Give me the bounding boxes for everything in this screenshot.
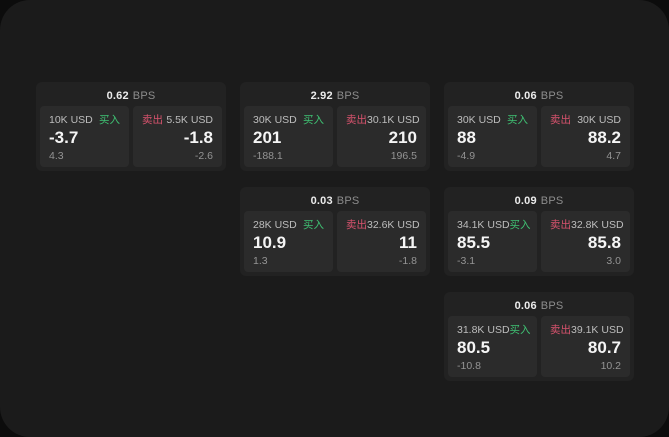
buy-amount: 10K USD [49, 113, 93, 126]
sell-delta: 10.2 [600, 360, 621, 372]
buy-tile[interactable]: 30K USD 买入 88 -4.9 [448, 106, 537, 167]
bps-value: 0.03 [310, 195, 333, 207]
buy-label: 买入 [99, 114, 120, 126]
buy-tile[interactable]: 10K USD 买入 -3.7 4.3 [40, 106, 129, 167]
bps-unit-label: BPS [540, 90, 564, 102]
buy-price: 80.5 [457, 338, 491, 358]
bps-header: 2.92 BPS [244, 86, 426, 106]
bps-unit-label: BPS [540, 195, 564, 207]
buy-price: 201 [253, 128, 282, 148]
sell-delta: 196.5 [390, 150, 417, 162]
buy-price: 85.5 [457, 233, 491, 253]
quote-tiles: 30K USD 买入 88 -4.9 卖出 30K USD 88.2 4.7 [448, 106, 630, 167]
quote-tiles: 30K USD 买入 201 -188.1 卖出 30.1K USD 210 1… [244, 106, 426, 167]
sell-tile[interactable]: 卖出 32.6K USD 11 -1.8 [337, 211, 426, 272]
sell-label: 卖出 [550, 114, 571, 126]
sell-label: 卖出 [142, 114, 163, 126]
buy-amount: 30K USD [457, 113, 501, 126]
spread-card-4: 0.03 BPS 28K USD 买入 10.9 1.3 卖出 32.6K US… [240, 187, 430, 276]
buy-label: 买入 [507, 114, 528, 126]
buy-price: 88 [457, 128, 476, 148]
buy-delta: -10.8 [457, 360, 481, 372]
sell-tile[interactable]: 卖出 30.1K USD 210 196.5 [337, 106, 426, 167]
sell-price: 85.8 [587, 233, 621, 253]
bps-value: 0.06 [514, 300, 537, 312]
sell-amount: 30K USD [577, 113, 621, 126]
buy-tile[interactable]: 28K USD 买入 10.9 1.3 [244, 211, 333, 272]
bps-unit-label: BPS [540, 300, 564, 312]
spread-card-6: 0.06 BPS 31.8K USD 买入 80.5 -10.8 卖出 39.1… [444, 292, 634, 381]
buy-delta: 1.3 [253, 255, 268, 267]
buy-amount: 31.8K USD [457, 323, 510, 336]
bps-header: 0.62 BPS [40, 86, 222, 106]
sell-price: 88.2 [587, 128, 621, 148]
sell-amount: 5.5K USD [166, 113, 213, 126]
buy-price: -3.7 [49, 128, 79, 148]
bps-header: 0.09 BPS [448, 191, 630, 211]
sell-amount: 32.8K USD [571, 218, 624, 231]
sell-amount: 39.1K USD [571, 323, 624, 336]
sell-tile[interactable]: 卖出 5.5K USD -1.8 -2.6 [133, 106, 222, 167]
bps-unit-label: BPS [132, 90, 156, 102]
sell-delta: -2.6 [194, 150, 213, 162]
buy-amount: 34.1K USD [457, 218, 510, 231]
spread-card-grid: 0.62 BPS 10K USD 买入 -3.7 4.3 卖出 5.5K USD [36, 82, 634, 381]
sell-delta: 4.7 [606, 150, 621, 162]
sell-label: 卖出 [346, 219, 367, 231]
sell-tile[interactable]: 卖出 39.1K USD 80.7 10.2 [541, 316, 630, 377]
bps-unit-label: BPS [336, 90, 360, 102]
bps-header: 0.03 BPS [244, 191, 426, 211]
quote-tiles: 31.8K USD 买入 80.5 -10.8 卖出 39.1K USD 80.… [448, 316, 630, 377]
sell-delta: -1.8 [398, 255, 417, 267]
quote-tiles: 34.1K USD 买入 85.5 -3.1 卖出 32.8K USD 85.8… [448, 211, 630, 272]
sell-price: 210 [388, 128, 417, 148]
sell-label: 卖出 [550, 324, 571, 336]
spread-card-2: 2.92 BPS 30K USD 买入 201 -188.1 卖出 30.1K … [240, 82, 430, 171]
buy-tile[interactable]: 30K USD 买入 201 -188.1 [244, 106, 333, 167]
buy-price: 10.9 [253, 233, 287, 253]
buy-label: 买入 [303, 114, 324, 126]
sell-label: 卖出 [550, 219, 571, 231]
buy-tile[interactable]: 34.1K USD 买入 85.5 -3.1 [448, 211, 537, 272]
bps-value: 0.09 [514, 195, 537, 207]
buy-amount: 30K USD [253, 113, 297, 126]
sell-amount: 32.6K USD [367, 218, 420, 231]
buy-label: 买入 [509, 324, 531, 336]
sell-price: 80.7 [587, 338, 621, 358]
sell-label: 卖出 [346, 114, 367, 126]
spread-card-1: 0.62 BPS 10K USD 买入 -3.7 4.3 卖出 5.5K USD [36, 82, 226, 171]
buy-label: 买入 [303, 219, 324, 231]
buy-tile[interactable]: 31.8K USD 买入 80.5 -10.8 [448, 316, 537, 377]
spread-card-5: 0.09 BPS 34.1K USD 买入 85.5 -3.1 卖出 32.8K… [444, 187, 634, 276]
sell-price: -1.8 [183, 128, 213, 148]
quote-tiles: 10K USD 买入 -3.7 4.3 卖出 5.5K USD -1.8 -2.… [40, 106, 222, 167]
buy-delta: 4.3 [49, 150, 64, 162]
sell-tile[interactable]: 卖出 30K USD 88.2 4.7 [541, 106, 630, 167]
spread-card-3: 0.06 BPS 30K USD 买入 88 -4.9 卖出 30K USD [444, 82, 634, 171]
bps-header: 0.06 BPS [448, 296, 630, 316]
bps-value: 2.92 [310, 90, 333, 102]
bps-unit-label: BPS [336, 195, 360, 207]
buy-delta: -3.1 [457, 255, 476, 267]
buy-delta: -4.9 [457, 150, 476, 162]
bps-header: 0.06 BPS [448, 86, 630, 106]
quote-tiles: 28K USD 买入 10.9 1.3 卖出 32.6K USD 11 -1.8 [244, 211, 426, 272]
buy-amount: 28K USD [253, 218, 297, 231]
sell-price: 11 [399, 233, 417, 253]
buy-delta: -188.1 [253, 150, 283, 162]
bps-value: 0.06 [514, 90, 537, 102]
buy-label: 买入 [509, 219, 531, 231]
sell-amount: 30.1K USD [367, 113, 420, 126]
bps-value: 0.62 [106, 90, 129, 102]
sell-tile[interactable]: 卖出 32.8K USD 85.8 3.0 [541, 211, 630, 272]
sell-delta: 3.0 [606, 255, 621, 267]
